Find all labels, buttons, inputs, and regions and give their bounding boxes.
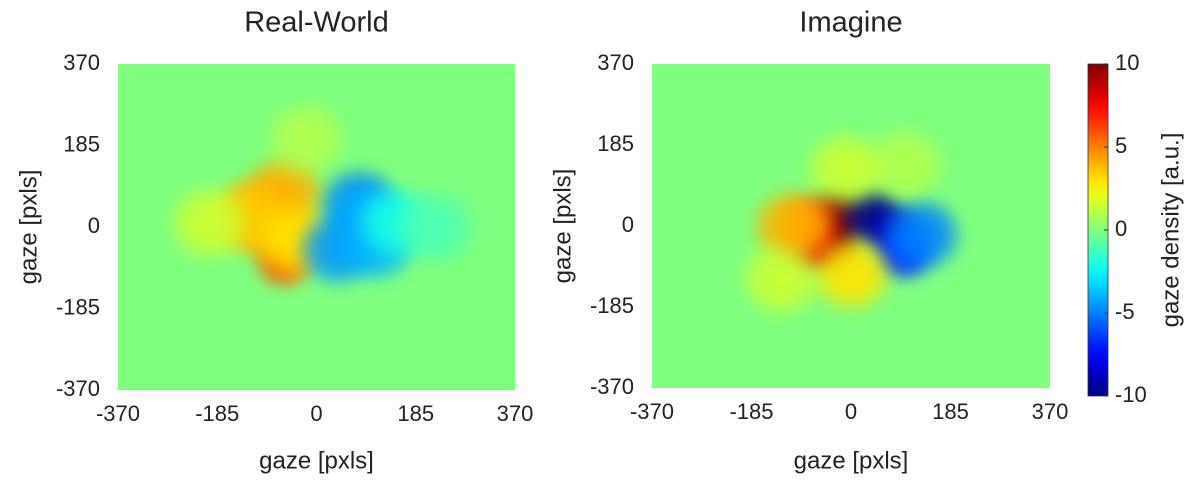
x-tick-label: 185 xyxy=(932,399,969,424)
x-tick-label: 0 xyxy=(845,399,857,424)
y-axis-label: gaze [pxls] xyxy=(549,169,576,284)
density-blob xyxy=(260,96,351,181)
colorbar-label: gaze density [a.u.] xyxy=(1157,133,1184,328)
y-axis-label: gaze [pxls] xyxy=(15,170,42,285)
x-tick-label: -185 xyxy=(195,401,239,426)
x-axis-label: gaze [pxls] xyxy=(259,447,374,474)
colorbar-tick-label: 5 xyxy=(1115,133,1127,158)
density-blob xyxy=(800,127,891,212)
colorbar-tick-label: 0 xyxy=(1115,216,1127,241)
y-tick-label: 0 xyxy=(622,212,634,237)
chart-title: Real-World xyxy=(244,7,389,39)
colorbar-tick-label: -10 xyxy=(1115,382,1147,407)
x-axis-label: gaze [pxls] xyxy=(794,447,909,474)
y-tick-label: 185 xyxy=(597,131,634,156)
y-tick-label: -185 xyxy=(56,294,100,319)
x-tick-label: 370 xyxy=(497,401,534,426)
density-blob xyxy=(164,180,255,265)
y-tick-label: 370 xyxy=(597,50,634,75)
y-tick-label: -370 xyxy=(590,374,634,399)
x-tick-label: 0 xyxy=(310,401,322,426)
x-tick-label: -370 xyxy=(96,401,140,426)
y-tick-label: -185 xyxy=(590,293,634,318)
x-tick-label: -370 xyxy=(630,399,674,424)
y-tick-label: 370 xyxy=(63,50,100,75)
density-layer xyxy=(164,96,480,293)
density-blob xyxy=(389,185,480,269)
colorbar-tick-label: 10 xyxy=(1115,50,1139,75)
y-tick-label: 185 xyxy=(63,131,100,156)
y-tick-label: 0 xyxy=(88,213,100,238)
density-blob xyxy=(736,236,827,321)
colorbar-tick-label: -5 xyxy=(1115,299,1135,324)
chart-title: Imagine xyxy=(799,7,902,39)
y-tick-label: -370 xyxy=(56,376,100,401)
x-tick-label: 185 xyxy=(397,401,434,426)
x-tick-label: -185 xyxy=(729,399,773,424)
density-blob xyxy=(875,192,966,277)
x-tick-label: 370 xyxy=(1032,399,1069,424)
density-blob xyxy=(806,232,896,317)
density-layer xyxy=(736,122,966,321)
